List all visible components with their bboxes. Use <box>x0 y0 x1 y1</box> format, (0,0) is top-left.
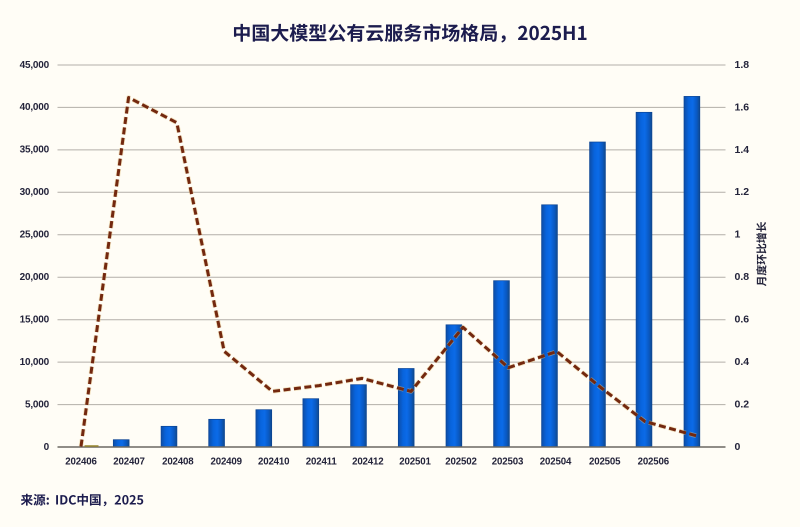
svg-text:40,000: 40,000 <box>20 102 50 113</box>
svg-text:202506: 202506 <box>638 456 670 467</box>
svg-text:0.4: 0.4 <box>735 356 750 368</box>
svg-text:202503: 202503 <box>492 456 524 467</box>
svg-text:1.8: 1.8 <box>735 59 750 71</box>
svg-text:1: 1 <box>735 229 741 241</box>
svg-text:202412: 202412 <box>352 456 383 467</box>
svg-text:202408: 202408 <box>162 456 194 467</box>
svg-text:1.4: 1.4 <box>735 144 750 156</box>
svg-text:202501: 202501 <box>399 456 431 467</box>
svg-text:0: 0 <box>44 442 50 453</box>
svg-text:15,000: 15,000 <box>20 314 50 325</box>
svg-text:0.8: 0.8 <box>735 271 750 283</box>
svg-text:202406: 202406 <box>65 456 97 467</box>
svg-text:30,000: 30,000 <box>20 187 50 198</box>
svg-text:202504: 202504 <box>540 456 572 467</box>
svg-text:202409: 202409 <box>210 456 242 467</box>
svg-text:0: 0 <box>735 441 741 453</box>
svg-text:202411: 202411 <box>306 456 338 467</box>
svg-text:25,000: 25,000 <box>20 230 50 241</box>
svg-text:0.6: 0.6 <box>735 314 750 326</box>
svg-text:35,000: 35,000 <box>20 145 50 156</box>
svg-text:20,000: 20,000 <box>20 272 50 283</box>
svg-text:202407: 202407 <box>113 456 144 467</box>
svg-text:202502: 202502 <box>445 456 476 467</box>
svg-text:5,000: 5,000 <box>25 399 50 410</box>
svg-text:202505: 202505 <box>589 456 621 467</box>
svg-text:45,000: 45,000 <box>20 60 50 71</box>
svg-text:1.6: 1.6 <box>735 101 750 113</box>
svg-text:1.2: 1.2 <box>735 186 750 198</box>
svg-text:0.2: 0.2 <box>735 398 750 410</box>
svg-text:202410: 202410 <box>258 456 289 467</box>
svg-text:10,000: 10,000 <box>20 357 50 368</box>
